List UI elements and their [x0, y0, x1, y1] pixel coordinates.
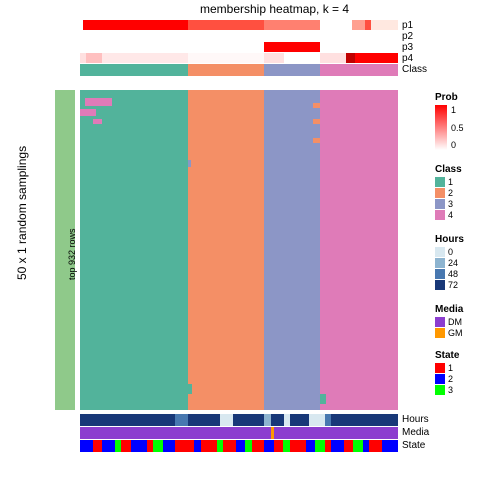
prob-row-p3	[80, 42, 398, 52]
top-label-p4: p4	[402, 53, 413, 64]
heatmap-body	[80, 90, 398, 410]
top-label-class: Class	[402, 64, 427, 75]
annot-label-state: State	[402, 440, 425, 451]
heatmap-column-3	[264, 90, 320, 410]
heatmap-column-2	[188, 90, 264, 410]
annot-row-media	[80, 427, 398, 439]
top-label-p1: p1	[402, 20, 413, 31]
class-row	[80, 64, 398, 76]
heatmap-column-1	[80, 90, 188, 410]
annot-row-hours	[80, 414, 398, 426]
prob-row-p2	[80, 31, 398, 41]
top-label-p2: p2	[402, 31, 413, 42]
annot-label-media: Media	[402, 427, 429, 438]
prob-row-p1	[80, 20, 398, 30]
y-axis-sublabel: top 932 rows	[67, 228, 77, 280]
annot-label-hours: Hours	[402, 414, 429, 425]
heatmap-column-4	[320, 90, 398, 410]
legend-prob: Prob10.50	[435, 92, 464, 150]
top-label-p3: p3	[402, 42, 413, 53]
prob-row-p4	[80, 53, 398, 63]
legend-hours: Hours0244872	[435, 234, 464, 291]
legend-media: MediaDMGM	[435, 304, 463, 339]
figure: membership heatmap, k = 4 50 x 1 random …	[0, 0, 504, 504]
y-axis-label: 50 x 1 random samplings	[15, 146, 29, 280]
legend-class: Class1234	[435, 164, 462, 221]
annot-row-state	[80, 440, 398, 452]
chart-title: membership heatmap, k = 4	[200, 2, 349, 16]
legend-state: State123	[435, 350, 459, 396]
